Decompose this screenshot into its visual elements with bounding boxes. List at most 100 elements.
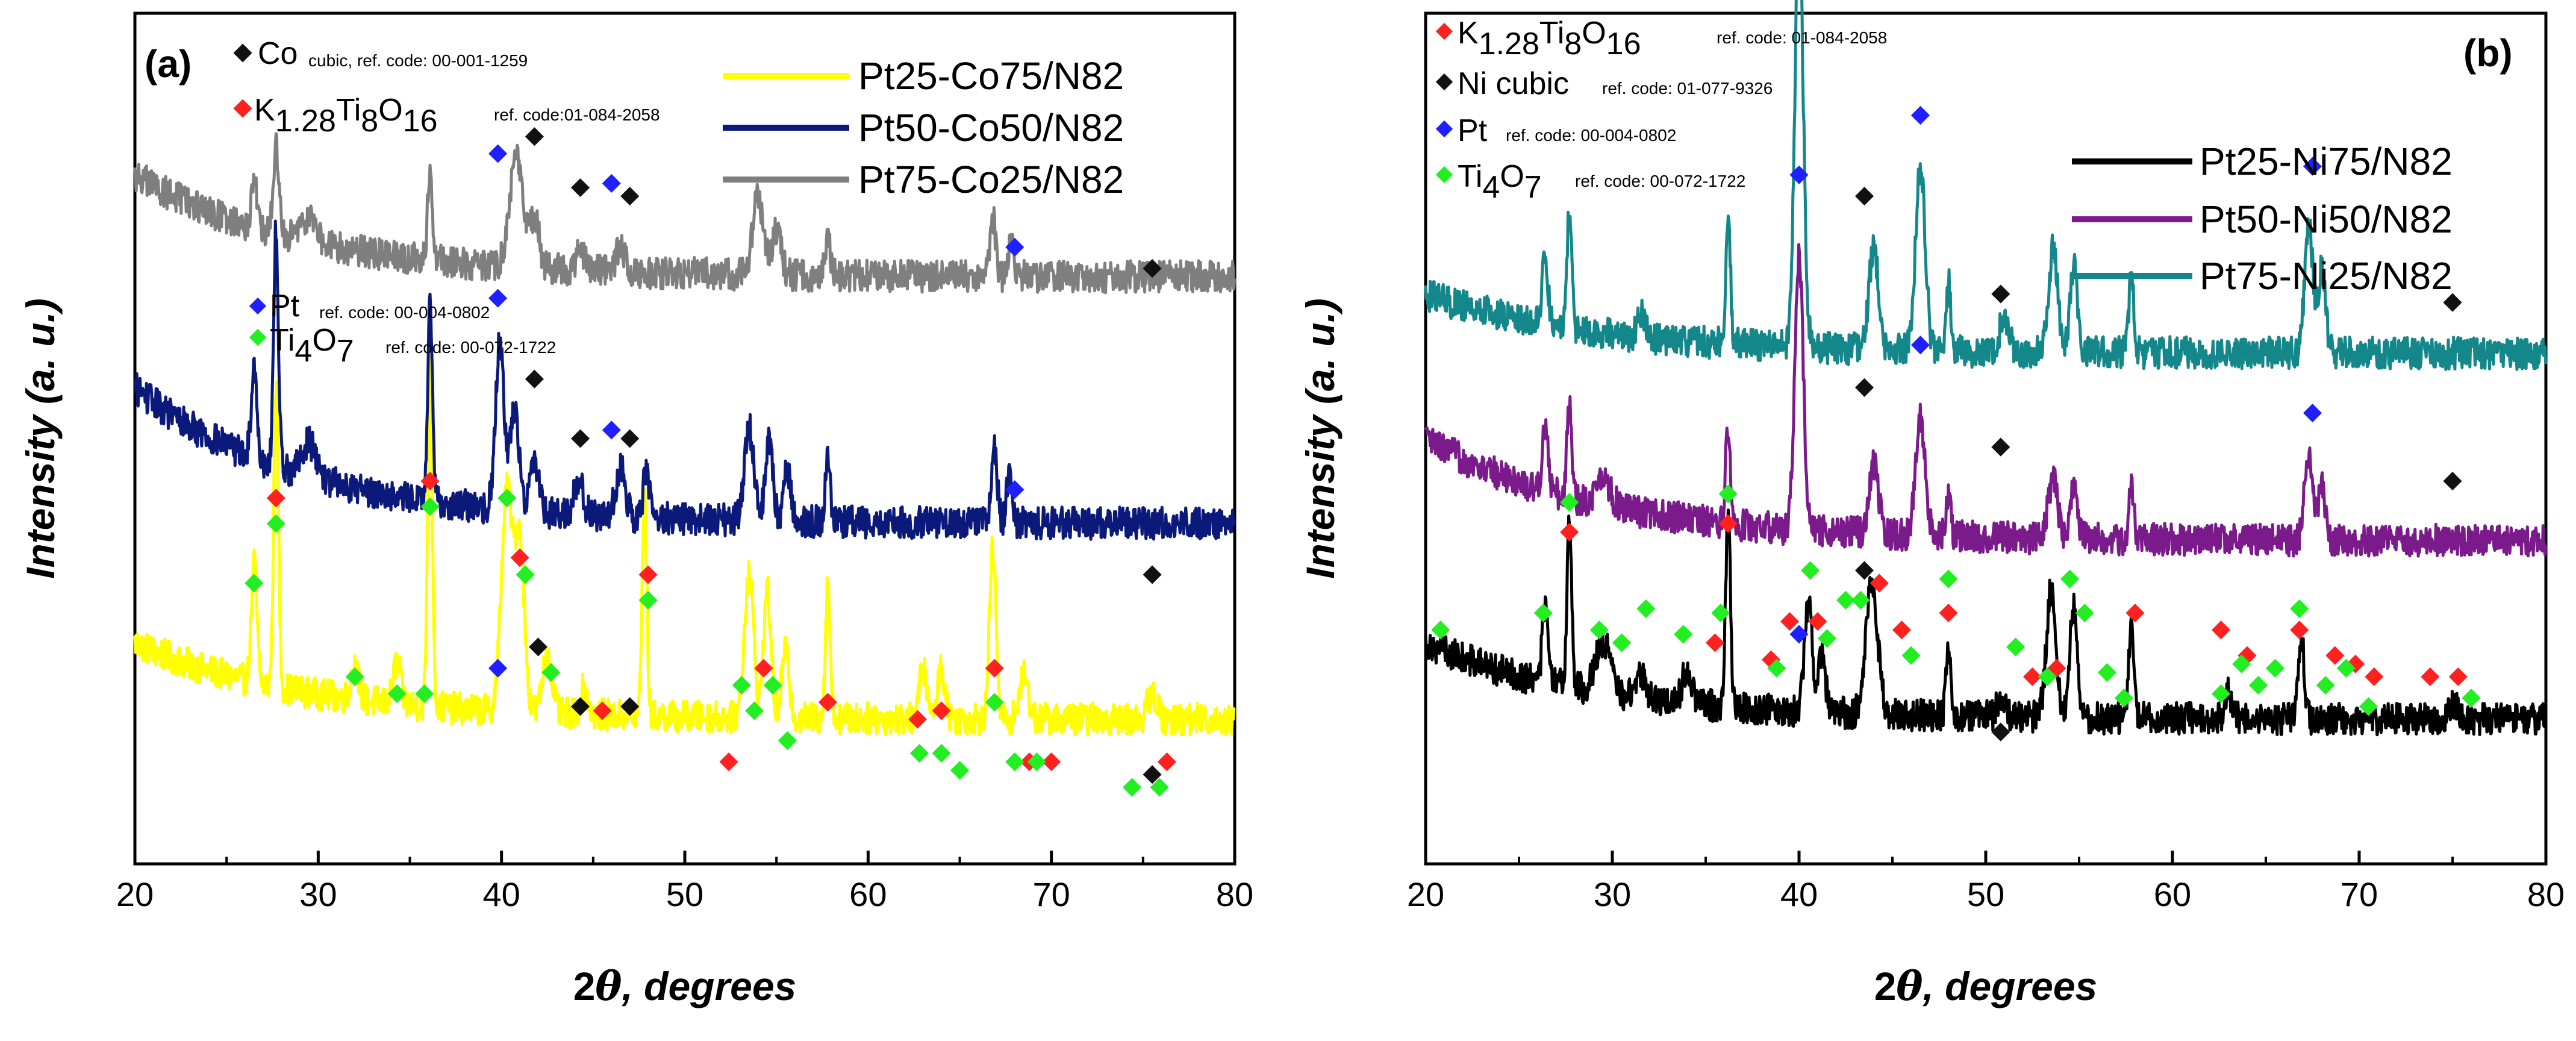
legend-label-pt50-ni50: Pt50-Ni50/N82 bbox=[2200, 198, 2453, 241]
marker-pt-diamond bbox=[1910, 336, 1930, 355]
marker-pt-diamond bbox=[1789, 625, 1809, 644]
marker-ti-diamond bbox=[2075, 603, 2094, 623]
x-axis-label-b-theta: θ bbox=[1896, 963, 1923, 1010]
x-ticks-b: 20 30 40 50 60 70 80 bbox=[1407, 851, 2565, 913]
x-tick-label-30: 30 bbox=[299, 875, 337, 913]
series-legend-b: Pt25-Ni75/N82 Pt50-Ni50/N82 Pt75-Ni25/N8… bbox=[2072, 140, 2453, 298]
marker-ti-diamond bbox=[2316, 675, 2335, 695]
series-group-a bbox=[133, 132, 1237, 737]
marker-pt-diamond bbox=[1789, 165, 1809, 184]
red-diamond-icon bbox=[1435, 22, 1453, 40]
marker-ti-diamond bbox=[1612, 633, 1632, 652]
x-tick-label-50: 50 bbox=[1967, 875, 2004, 913]
blue-diamond-icon bbox=[1435, 120, 1453, 138]
series-line-pt25-co75-n82 bbox=[133, 355, 1236, 737]
black-diamond-icon bbox=[233, 43, 252, 63]
marker-pt-diamond bbox=[2303, 157, 2322, 176]
marker-ni-diamond bbox=[2443, 293, 2462, 312]
marker-k-diamond bbox=[1939, 603, 1958, 623]
x-tick-label-40: 40 bbox=[483, 875, 520, 913]
marker-ni-diamond bbox=[2443, 472, 2462, 491]
x-tick-label-50: 50 bbox=[666, 875, 703, 913]
marker-ni-diamond bbox=[1854, 378, 1874, 397]
series-group-b bbox=[1424, 0, 2548, 737]
reference-markers-b bbox=[1431, 105, 2481, 742]
x-axis-label-b: 2θ, degrees bbox=[1874, 963, 2098, 1010]
x-tick-label-20: 20 bbox=[1407, 875, 1444, 913]
marker-ti-diamond bbox=[2232, 654, 2251, 674]
series-legend-a: Pt25-Co75/N82 Pt50-Co50/N82 Pt75-Co25/N8… bbox=[723, 54, 1124, 201]
marker-ti-diamond bbox=[1718, 484, 1738, 504]
marker-ti-diamond bbox=[2060, 569, 2080, 589]
marker-ni-diamond bbox=[1991, 284, 2010, 304]
marker-ti-diamond bbox=[1533, 603, 1553, 623]
x-axis-label-a-prefix: 2 bbox=[573, 964, 596, 1008]
marker-k-diamond bbox=[1808, 612, 1827, 631]
legend-label-pt50-co50: Pt50-Co50/N82 bbox=[858, 106, 1124, 149]
ref-code-k-b: ref. code: 01-084-2058 bbox=[1717, 28, 1887, 47]
ref-entry-ti-a: Ti4O7 ref. code: 00-072-1722 bbox=[249, 323, 556, 369]
ref-entry-ni-b: Ni cubic ref. code: 01-077-9326 bbox=[1435, 66, 1773, 101]
series-line-pt25-ni75-n82 bbox=[1424, 508, 2548, 737]
marker-ni-diamond bbox=[1991, 437, 2010, 457]
marker-ti-diamond bbox=[1851, 590, 1870, 610]
x-tick-label-80: 80 bbox=[1216, 875, 1253, 913]
marker-ti-diamond bbox=[2290, 599, 2309, 618]
marker-k-diamond bbox=[1780, 612, 1800, 631]
legend-label-pt75-ni25: Pt75-Ni25/N82 bbox=[2200, 254, 2453, 298]
marker-k-diamond bbox=[1718, 514, 1738, 533]
marker-ti-diamond bbox=[1560, 493, 1579, 512]
marker-ti-diamond bbox=[2265, 658, 2285, 678]
marker-ti-diamond bbox=[2038, 667, 2057, 686]
marker-ti-diamond bbox=[2336, 658, 2356, 678]
x-tick-label-30: 30 bbox=[1594, 875, 1631, 913]
x-tick-label-80: 80 bbox=[2527, 875, 2565, 913]
marker-pt-diamond bbox=[2303, 404, 2322, 423]
ref-code-pt-a: ref. code: 00-004-0802 bbox=[319, 303, 490, 322]
marker-k-diamond bbox=[1705, 633, 1725, 652]
red-diamond-icon bbox=[233, 99, 252, 118]
marker-ti-diamond bbox=[2097, 663, 2117, 682]
marker-ti-diamond bbox=[1767, 658, 1786, 678]
panel-label-a: (a) bbox=[145, 42, 192, 86]
y-axis-label-a: Intensity (a. u.) bbox=[18, 298, 63, 579]
x-tick-label-70: 70 bbox=[1033, 875, 1070, 913]
marker-k-diamond bbox=[1892, 621, 1912, 640]
marker-ti-diamond bbox=[1674, 625, 1693, 644]
marker-k-diamond bbox=[2022, 667, 2042, 686]
marker-ti-diamond bbox=[2006, 637, 2026, 657]
x-tick-label-20: 20 bbox=[116, 875, 154, 913]
marker-ti-diamond bbox=[2212, 684, 2231, 704]
ref-code-pt-b: ref. code: 00-004-0802 bbox=[1506, 126, 1676, 145]
ref-name-ti-a: Ti4O7 bbox=[270, 323, 354, 369]
marker-k-diamond bbox=[1560, 522, 1579, 542]
ref-code-ti-b: ref. code: 00-072-1722 bbox=[1575, 172, 1745, 190]
marker-ti-diamond bbox=[2249, 675, 2268, 695]
x-axis-label-b-prefix: 2 bbox=[1874, 964, 1897, 1008]
ref-entry-pt-b: Pt ref. code: 00-004-0802 bbox=[1435, 113, 1676, 148]
ref-code-ti-a: ref. code: 00-072-1722 bbox=[385, 338, 556, 357]
x-tick-label-40: 40 bbox=[1780, 875, 1818, 913]
x-axis-label-a-theta: θ bbox=[595, 963, 622, 1010]
panel-label-b: (b) bbox=[2463, 31, 2513, 75]
panel-a: 20 30 40 50 60 70 80 (a) Co cubic, ref. code: … bbox=[18, 11, 1253, 1010]
x-tick-label-60: 60 bbox=[849, 875, 887, 913]
marker-ti-diamond bbox=[1817, 629, 1837, 648]
legend-label-pt25-co75: Pt25-Co75/N82 bbox=[858, 54, 1124, 98]
series-line-pt75-ni25-n82 bbox=[1424, 0, 2548, 371]
marker-ti-diamond bbox=[1589, 621, 1609, 640]
marker-ti-diamond bbox=[1901, 646, 1921, 665]
marker-ti-diamond bbox=[1801, 561, 1820, 580]
marker-ti-diamond bbox=[1939, 569, 1958, 589]
marker-k-diamond bbox=[2365, 667, 2384, 686]
green-diamond-icon bbox=[1435, 166, 1453, 184]
legend-label-pt25-ni75: Pt25-Ni75/N82 bbox=[2200, 140, 2453, 183]
marker-k-diamond bbox=[2290, 621, 2309, 640]
ref-entry-pt-a: Pt ref. code: 00-004-0802 bbox=[249, 289, 490, 324]
ref-name-co: Co bbox=[258, 36, 298, 71]
series-line-pt50-co50-n82 bbox=[134, 219, 1237, 541]
ref-code-ni-b: ref. code: 01-077-9326 bbox=[1602, 79, 1773, 98]
marker-k-diamond bbox=[2448, 667, 2468, 686]
x-axis-label-a: 2θ, degrees bbox=[573, 963, 797, 1010]
